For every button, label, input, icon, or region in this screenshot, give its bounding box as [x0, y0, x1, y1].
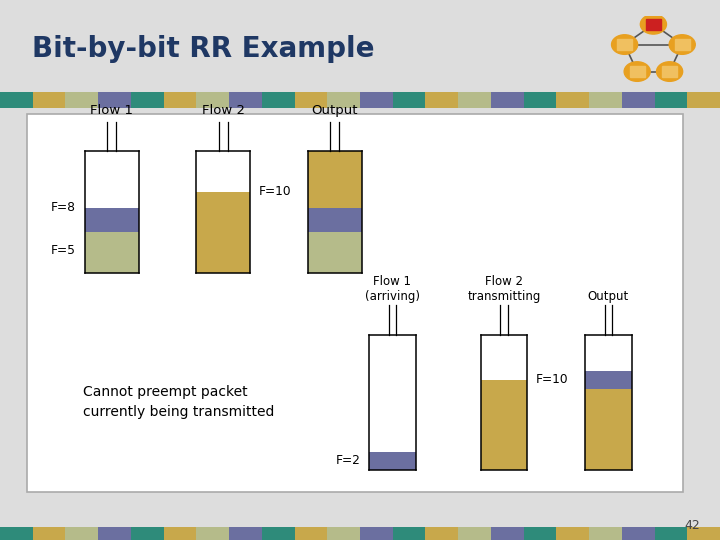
- Bar: [585, 371, 632, 389]
- Bar: [294, 92, 328, 108]
- Bar: [85, 208, 138, 232]
- Text: F=5: F=5: [51, 244, 76, 257]
- Bar: [458, 526, 491, 540]
- Text: Flow 1: Flow 1: [90, 104, 133, 117]
- Bar: [262, 526, 294, 540]
- Bar: [622, 92, 654, 108]
- Bar: [294, 526, 328, 540]
- Bar: [229, 92, 262, 108]
- Text: F=2: F=2: [336, 454, 361, 467]
- Circle shape: [669, 35, 696, 55]
- Bar: [392, 92, 426, 108]
- Bar: [589, 526, 622, 540]
- Text: Output: Output: [312, 104, 358, 117]
- Bar: [646, 18, 661, 30]
- Bar: [308, 232, 362, 273]
- Bar: [308, 208, 362, 232]
- Bar: [308, 151, 362, 208]
- Bar: [262, 92, 294, 108]
- Bar: [98, 92, 131, 108]
- Text: Cannot preempt packet
currently being transmitted: Cannot preempt packet currently being tr…: [83, 385, 274, 420]
- Bar: [32, 526, 66, 540]
- Bar: [629, 66, 645, 77]
- Bar: [328, 92, 360, 108]
- Text: Flow 2
transmitting: Flow 2 transmitting: [467, 275, 541, 303]
- Bar: [360, 526, 392, 540]
- Bar: [369, 452, 416, 470]
- Bar: [98, 526, 131, 540]
- Text: Output: Output: [588, 291, 629, 303]
- Bar: [491, 526, 523, 540]
- Bar: [66, 92, 98, 108]
- Bar: [196, 192, 251, 273]
- Bar: [523, 92, 557, 108]
- Bar: [66, 526, 98, 540]
- Text: F=10: F=10: [259, 185, 292, 198]
- Bar: [197, 526, 229, 540]
- Bar: [32, 92, 66, 108]
- Bar: [392, 526, 426, 540]
- Bar: [131, 526, 163, 540]
- Bar: [131, 92, 163, 108]
- Bar: [622, 526, 654, 540]
- Text: Flow 2: Flow 2: [202, 104, 245, 117]
- Bar: [163, 526, 197, 540]
- Bar: [557, 526, 589, 540]
- Bar: [523, 526, 557, 540]
- Bar: [688, 526, 720, 540]
- Bar: [229, 526, 262, 540]
- Text: Bit-by-bit RR Example: Bit-by-bit RR Example: [32, 35, 375, 63]
- Bar: [688, 92, 720, 108]
- Bar: [662, 66, 678, 77]
- Text: Flow 1
(arriving): Flow 1 (arriving): [365, 275, 420, 303]
- Bar: [585, 389, 632, 470]
- Text: F=10: F=10: [536, 373, 569, 386]
- Circle shape: [611, 35, 638, 55]
- Bar: [589, 92, 622, 108]
- Bar: [675, 39, 690, 50]
- Bar: [458, 92, 491, 108]
- Bar: [0, 526, 32, 540]
- Bar: [654, 526, 688, 540]
- Circle shape: [640, 15, 667, 34]
- Bar: [426, 92, 458, 108]
- Bar: [481, 380, 527, 470]
- Circle shape: [657, 62, 683, 82]
- Bar: [163, 92, 197, 108]
- Bar: [617, 39, 632, 50]
- Bar: [654, 92, 688, 108]
- Bar: [360, 92, 392, 108]
- Bar: [197, 92, 229, 108]
- Bar: [491, 92, 523, 108]
- Bar: [27, 114, 683, 492]
- Bar: [557, 92, 589, 108]
- Bar: [328, 526, 360, 540]
- Circle shape: [624, 62, 650, 82]
- Text: F=8: F=8: [51, 201, 76, 214]
- Bar: [0, 92, 32, 108]
- Bar: [85, 232, 138, 273]
- Bar: [426, 526, 458, 540]
- Text: 42: 42: [684, 519, 700, 532]
